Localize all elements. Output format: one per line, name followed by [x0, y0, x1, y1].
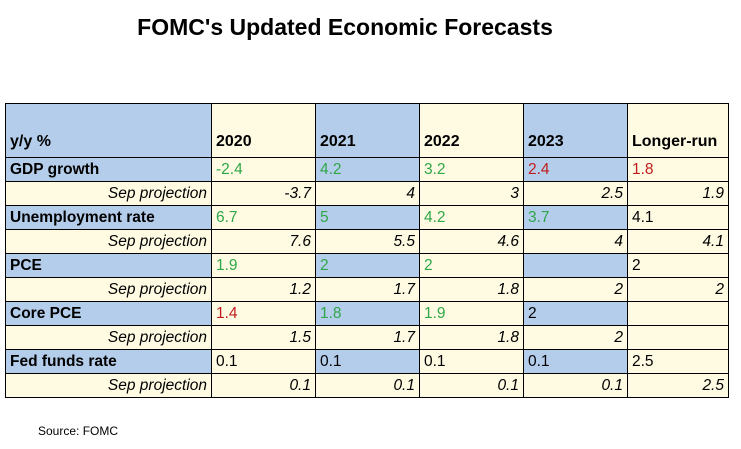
value-cell: 4: [315, 181, 420, 206]
row-label-sep-projection: Sep projection: [5, 277, 212, 302]
header-longer-run: Longer-run: [627, 103, 729, 158]
value-cell: 0.1: [419, 373, 524, 398]
row-label-sep-projection: Sep projection: [5, 229, 212, 254]
value-cell: 4.2: [419, 205, 524, 230]
value-cell: 4.2: [315, 157, 420, 182]
value-cell: 0.1: [315, 373, 420, 398]
value-cell: 6.7: [211, 205, 316, 230]
row-label-sep-projection: Sep projection: [5, 373, 212, 398]
value-cell: 3: [419, 181, 524, 206]
value-cell: 2: [523, 301, 628, 326]
header-units: y/y %: [5, 103, 212, 158]
header-2020: 2020: [211, 103, 316, 158]
value-cell: 3.2: [419, 157, 524, 182]
projection-row: Sep projection -3.7 4 3 2.5 1.9: [5, 181, 729, 206]
value-cell: 1.8: [419, 325, 524, 350]
value-cell: 4.1: [627, 229, 729, 254]
value-cell: -3.7: [211, 181, 316, 206]
value-cell: 1.9: [419, 301, 524, 326]
value-cell: 1.7: [315, 325, 420, 350]
value-cell: 2.5: [627, 373, 729, 398]
chart-title: FOMC's Updated Economic Forecasts: [137, 14, 553, 40]
value-cell: 1.9: [627, 181, 729, 206]
value-cell: 2: [627, 277, 729, 302]
value-cell: 4.1: [627, 205, 729, 230]
value-cell: 0.1: [315, 349, 420, 374]
value-cell: [627, 325, 729, 350]
metric-row: GDP growth -2.4 4.2 3.2 2.4 1.8: [5, 157, 729, 182]
row-label-unemployment-rate: Unemployment rate: [5, 205, 212, 230]
value-cell: 0.1: [211, 373, 316, 398]
value-cell: 1.4: [211, 301, 316, 326]
value-cell: 4.6: [419, 229, 524, 254]
row-label-gdp-growth: GDP growth: [5, 157, 212, 182]
projection-row: Sep projection 1.2 1.7 1.8 2 2: [5, 277, 729, 302]
metric-row: Fed funds rate 0.1 0.1 0.1 0.1 2.5: [5, 349, 729, 374]
metric-row: Unemployment rate 6.7 5 4.2 3.7 4.1: [5, 205, 729, 230]
row-label-fed-funds-rate: Fed funds rate: [5, 349, 212, 374]
value-cell: 5.5: [315, 229, 420, 254]
row-label-core-pce: Core PCE: [5, 301, 212, 326]
value-cell: [523, 253, 628, 278]
value-cell: 7.6: [211, 229, 316, 254]
value-cell: 1.8: [419, 277, 524, 302]
value-cell: 1.2: [211, 277, 316, 302]
value-cell: 1.9: [211, 253, 316, 278]
header-row: y/y % 2020 2021 2022 2023 Longer-run: [5, 103, 729, 158]
value-cell: 0.1: [523, 373, 628, 398]
header-2023: 2023: [523, 103, 628, 158]
value-cell: 5: [315, 205, 420, 230]
value-cell: 2: [315, 253, 420, 278]
value-cell: 1.8: [627, 157, 729, 182]
row-label-sep-projection: Sep projection: [5, 181, 212, 206]
value-cell: -2.4: [211, 157, 316, 182]
row-label-pce: PCE: [5, 253, 212, 278]
value-cell: 3.7: [523, 205, 628, 230]
value-cell: 0.1: [419, 349, 524, 374]
value-cell: 2: [523, 277, 628, 302]
value-cell: 2.5: [627, 349, 729, 374]
value-cell: 2: [523, 325, 628, 350]
value-cell: 1.7: [315, 277, 420, 302]
value-cell: 2.5: [523, 181, 628, 206]
value-cell: 0.1: [211, 349, 316, 374]
value-cell: 2.4: [523, 157, 628, 182]
value-cell: 0.1: [523, 349, 628, 374]
value-cell: 2: [419, 253, 524, 278]
value-cell: [627, 301, 729, 326]
value-cell: 1.5: [211, 325, 316, 350]
projection-row: Sep projection 7.6 5.5 4.6 4 4.1: [5, 229, 729, 254]
row-label-sep-projection: Sep projection: [5, 325, 212, 350]
value-cell: 4: [523, 229, 628, 254]
source-note: Source: FOMC: [38, 424, 119, 438]
forecast-table: y/y % 2020 2021 2022 2023 Longer-run GDP growt…: [5, 103, 729, 398]
metric-row: PCE 1.9 2 2 2: [5, 253, 729, 278]
projection-row: Sep projection 1.5 1.7 1.8 2: [5, 325, 729, 350]
value-cell: 1.8: [315, 301, 420, 326]
header-2022: 2022: [419, 103, 524, 158]
header-2021: 2021: [315, 103, 420, 158]
value-cell: 2: [627, 253, 729, 278]
projection-row: Sep projection 0.1 0.1 0.1 0.1 2.5: [5, 373, 729, 398]
metric-row: Core PCE 1.4 1.8 1.9 2: [5, 301, 729, 326]
